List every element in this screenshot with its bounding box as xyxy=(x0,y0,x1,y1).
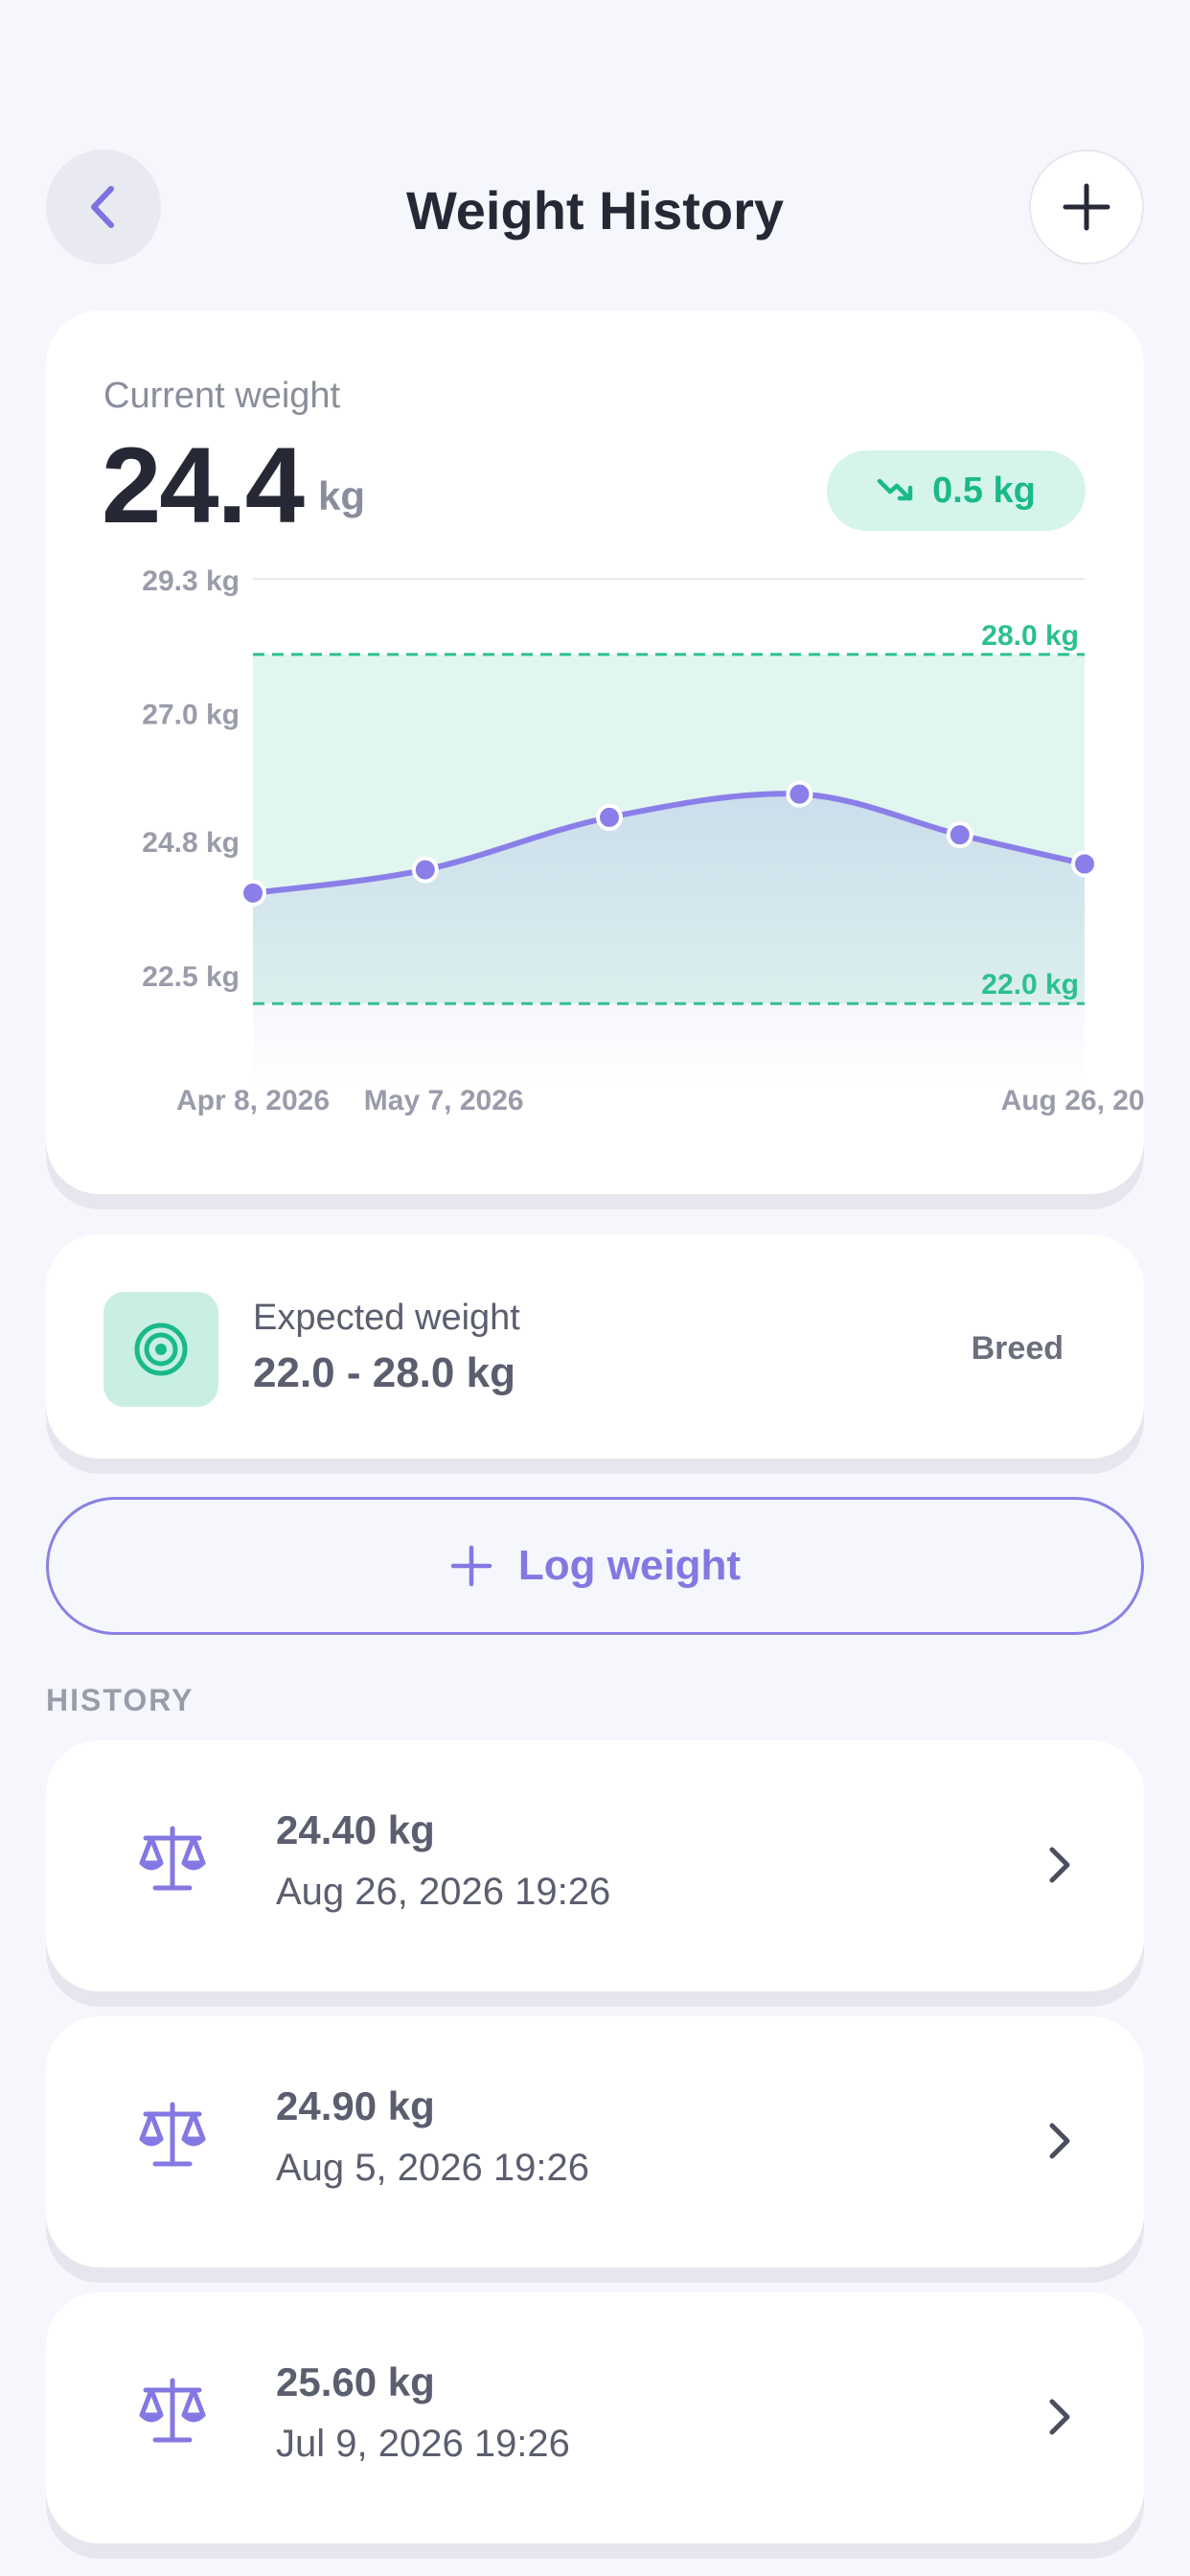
data-point xyxy=(1071,850,1098,878)
weight-chart: 29.3 kg 27.0 kg 24.8 kg 22.5 kg 28.0 kg 22.0 … xyxy=(142,565,1144,1116)
trending-down-icon xyxy=(877,478,913,501)
series-area xyxy=(253,794,1085,1087)
log-weight-button[interactable]: Log weight xyxy=(46,1497,1144,1635)
expected-weight-source: Breed xyxy=(971,1330,1064,1367)
weight-change-value: 0.5 kg xyxy=(932,470,1036,511)
range-low-label: 22.0 kg xyxy=(981,969,1079,1000)
data-point xyxy=(240,879,266,907)
history-date: Aug 26, 2026 19:26 xyxy=(276,1871,611,1913)
add-weight-button[interactable] xyxy=(1029,150,1144,264)
page-title: Weight History xyxy=(405,180,785,241)
x-tick-label: Apr 8, 2026 xyxy=(176,1085,330,1116)
history-weight: 24.40 kg xyxy=(276,1807,435,1852)
target-icon xyxy=(103,1292,218,1407)
plus-icon xyxy=(1063,183,1110,231)
range-high-label: 28.0 kg xyxy=(981,620,1079,652)
y-tick-label: 29.3 kg xyxy=(142,565,240,597)
data-point xyxy=(411,856,439,884)
plus-icon xyxy=(450,1545,492,1587)
data-point xyxy=(786,780,813,808)
scale-icon xyxy=(139,2102,206,2167)
history-item[interactable]: 24.40 kg Aug 26, 2026 19:26 xyxy=(46,1740,1144,1991)
history-date: Jul 9, 2026 19:26 xyxy=(276,2423,570,2465)
current-weight-unit: kg xyxy=(318,473,366,518)
y-tick-label: 22.5 kg xyxy=(142,961,240,993)
x-tick-label: Aug 26, 2026 xyxy=(1001,1085,1144,1116)
y-tick-label: 27.0 kg xyxy=(142,700,240,731)
log-weight-label: Log weight xyxy=(517,1542,742,1589)
history-weight: 25.60 kg xyxy=(276,2359,435,2404)
x-tick-label: May 7, 2026 xyxy=(364,1085,524,1116)
chevron-right-icon xyxy=(1049,2123,1070,2159)
chevron-left-icon xyxy=(91,186,114,228)
data-point xyxy=(946,821,973,849)
history-item[interactable]: 24.90 kg Aug 5, 2026 19:26 xyxy=(46,2016,1144,2267)
current-weight-label: Current weight xyxy=(103,376,341,416)
expected-weight-card: Expected weight 22.0 - 28.0 kg Breed xyxy=(46,1234,1144,1459)
history-weight: 24.90 kg xyxy=(276,2083,435,2128)
scale-icon xyxy=(139,2378,206,2443)
chevron-right-icon xyxy=(1049,1847,1070,1883)
back-button[interactable] xyxy=(46,150,161,264)
current-weight-value: 24.4 xyxy=(102,426,305,545)
history-section-label: HISTORY xyxy=(46,1683,195,1717)
history-date: Aug 5, 2026 19:26 xyxy=(276,2147,589,2189)
weight-change-badge: 0.5 kg xyxy=(827,450,1086,531)
history-item[interactable]: 25.60 kg Jul 9, 2026 19:26 xyxy=(46,2292,1144,2543)
data-point xyxy=(596,803,623,831)
expected-weight-label: Expected weight xyxy=(253,1298,520,1338)
chevron-right-icon xyxy=(1049,2399,1070,2435)
current-weight-card: Current weight 24.4 kg 0.5 kg 29.3 kg 27.… xyxy=(46,310,1144,1194)
scale-icon xyxy=(139,1826,206,1891)
y-tick-label: 24.8 kg xyxy=(142,827,240,859)
expected-weight-range: 22.0 - 28.0 kg xyxy=(253,1349,515,1396)
